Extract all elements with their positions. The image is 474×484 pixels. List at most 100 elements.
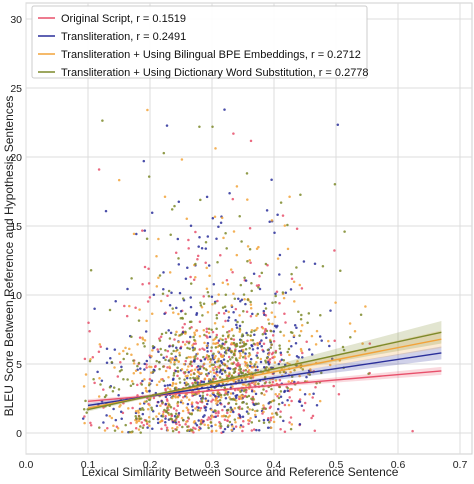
- data-point: [82, 385, 86, 388]
- data-point: [196, 258, 199, 261]
- data-point: [238, 349, 241, 353]
- data-point: [240, 298, 244, 301]
- data-point: [225, 247, 228, 250]
- data-point: [319, 314, 322, 317]
- data-point: [232, 311, 235, 314]
- data-point: [338, 359, 342, 362]
- data-point: [348, 322, 352, 325]
- data-point: [250, 429, 254, 432]
- data-point: [139, 431, 142, 434]
- data-point: [145, 366, 148, 369]
- data-point: [226, 335, 230, 338]
- data-point: [241, 350, 245, 354]
- data-point: [147, 267, 150, 270]
- data-point: [210, 328, 213, 332]
- data-point: [209, 418, 212, 421]
- data-point: [214, 354, 217, 358]
- data-point: [83, 357, 87, 361]
- data-point: [189, 362, 192, 366]
- data-point: [169, 331, 173, 335]
- data-point: [244, 279, 248, 282]
- data-point: [216, 261, 219, 264]
- data-point: [336, 123, 340, 127]
- data-point: [237, 406, 240, 409]
- data-point: [144, 330, 148, 333]
- data-point: [262, 418, 266, 422]
- data-point: [283, 430, 287, 433]
- data-point: [299, 193, 302, 197]
- data-point: [246, 406, 250, 409]
- data-point: [249, 261, 252, 265]
- data-point: [243, 276, 246, 280]
- data-point: [266, 361, 270, 364]
- data-point: [286, 350, 289, 354]
- data-point: [262, 342, 266, 346]
- data-point: [206, 399, 210, 403]
- data-point: [263, 302, 267, 306]
- data-point: [188, 347, 191, 350]
- data-point: [238, 327, 242, 330]
- data-point: [246, 259, 249, 263]
- data-point: [189, 356, 192, 359]
- data-point: [216, 365, 220, 369]
- data-point: [238, 345, 242, 349]
- data-point: [233, 367, 237, 370]
- data-point: [232, 230, 236, 233]
- data-point: [198, 125, 201, 129]
- data-point: [185, 217, 189, 221]
- data-point: [258, 342, 262, 346]
- data-point: [142, 341, 145, 345]
- data-point: [186, 416, 190, 419]
- data-point: [116, 375, 120, 378]
- data-point: [206, 418, 209, 421]
- data-point: [267, 318, 270, 321]
- data-point: [236, 320, 239, 324]
- data-point: [157, 237, 160, 241]
- data-point: [223, 108, 226, 111]
- data-point: [286, 223, 289, 227]
- legend-series-name: Original Script,: [61, 13, 136, 25]
- data-point: [204, 399, 208, 403]
- data-point: [146, 397, 149, 400]
- legend-r-value: r = 0.1519: [136, 13, 186, 25]
- data-point: [257, 428, 261, 432]
- data-point: [216, 374, 219, 377]
- data-point: [273, 231, 276, 234]
- data-point: [176, 374, 179, 378]
- data-point: [223, 427, 227, 431]
- data-point: [134, 369, 138, 372]
- data-point: [130, 379, 134, 383]
- data-point: [211, 217, 215, 220]
- data-point: [223, 393, 226, 397]
- data-point: [193, 381, 197, 384]
- data-point: [141, 426, 145, 430]
- data-point: [166, 429, 170, 432]
- data-point: [240, 407, 244, 411]
- data-point: [267, 322, 271, 325]
- data-point: [182, 362, 186, 366]
- data-point: [173, 363, 176, 366]
- data-point: [188, 320, 192, 324]
- data-point: [332, 384, 335, 388]
- data-point: [185, 381, 188, 384]
- data-point: [368, 342, 372, 345]
- data-point: [154, 364, 157, 368]
- data-point: [180, 399, 183, 402]
- data-point: [178, 377, 181, 380]
- data-point: [203, 406, 207, 410]
- data-point: [194, 355, 197, 358]
- data-point: [177, 411, 181, 415]
- data-point: [277, 362, 281, 366]
- data-point: [213, 322, 217, 325]
- data-point: [257, 283, 261, 287]
- data-point: [210, 346, 213, 349]
- data-point: [241, 371, 245, 375]
- data-point: [280, 367, 283, 370]
- data-point: [272, 420, 276, 424]
- data-point: [202, 362, 206, 365]
- data-point: [209, 349, 213, 353]
- data-point: [205, 330, 209, 334]
- data-point: [193, 372, 196, 376]
- data-point: [150, 365, 153, 369]
